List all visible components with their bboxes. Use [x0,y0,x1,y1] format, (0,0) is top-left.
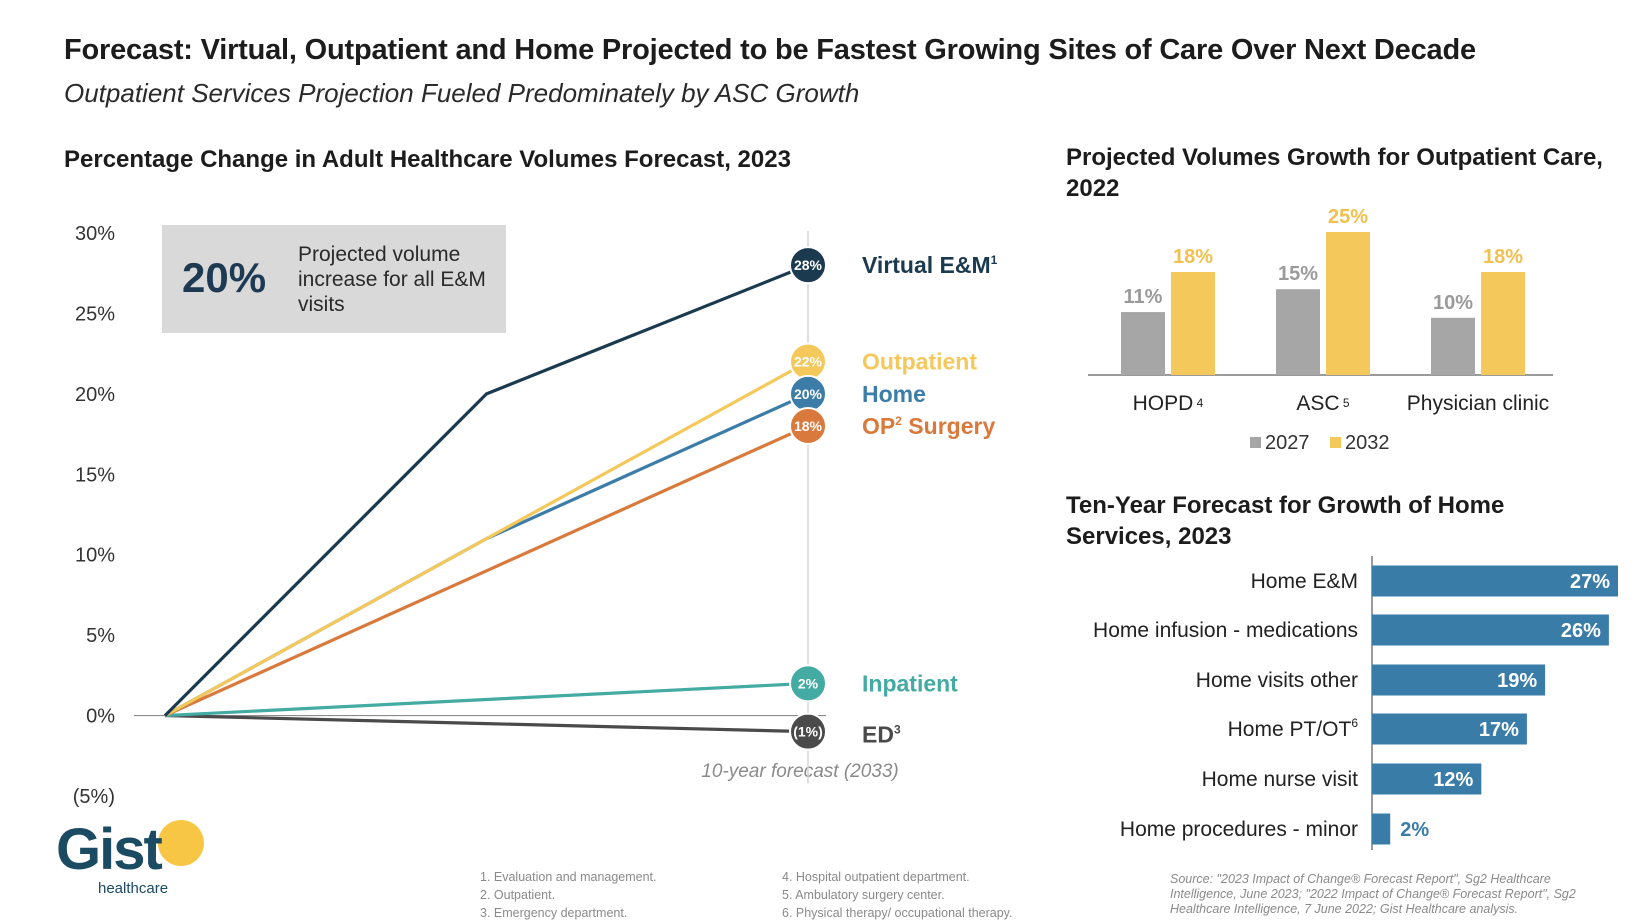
end-point-marker [789,664,827,703]
hbar-category-label: Home procedures - minor [1120,818,1358,841]
y-tick-label: 0% [86,706,115,728]
hbar [1372,614,1609,646]
end-point-label: 20% [794,386,823,402]
hbar [1372,664,1546,696]
page-title: Forecast: Virtual, Outpatient and Home P… [64,34,1476,66]
hbar [1372,713,1527,745]
hbar-category-label: Home nurse visit [1202,768,1359,791]
end-point-marker [789,246,827,285]
series-line-outpatient [164,360,809,717]
hbar [1372,813,1391,845]
series-line-op-surgery [164,424,809,718]
hbar-value-label: 19% [1497,670,1537,692]
legend-swatch [1330,437,1341,448]
legend-swatch [1250,437,1261,448]
footnote: 2. Outpatient. [480,888,556,902]
end-point-label: 28% [794,257,823,273]
y-tick-label: 15% [75,464,115,486]
bar-value-label: 18% [1173,246,1213,268]
callout-text: Projected volume increase for all E&M vi… [298,243,486,316]
hbar [1372,763,1482,795]
series-label: Inpatient [862,670,958,696]
callout-value: 20% [182,254,267,301]
footnote: 6. Physical therapy/ occupational therap… [782,906,1013,920]
page-subtitle: Outpatient Services Projection Fueled Pr… [64,78,860,108]
end-point-label: (1%) [793,724,823,740]
logo-wordmark: Gist [56,817,163,882]
series-label: Virtual E&M1 [862,252,998,278]
end-point-label: 18% [794,418,823,434]
bar-value-label: 11% [1124,286,1163,308]
bar-category-label: HOPD 4 [1133,392,1204,415]
series-line-home [164,392,809,717]
bar-value-label: 25% [1328,206,1368,228]
home-chart-title: Ten-Year Forecast for Growth of Home Ser… [1066,492,1505,550]
series-label: Outpatient [862,349,977,375]
y-tick-label: 5% [86,625,115,647]
bar-value-label: 15% [1278,263,1318,285]
y-tick-label: 30% [75,223,115,245]
bar-value-label: 18% [1483,246,1523,268]
hbar-value-label: 2% [1400,819,1429,841]
hbar [1372,565,1618,597]
bar-category-label: Physician clinic [1407,392,1549,415]
footnote: 4. Hospital outpatient department. [782,870,970,884]
outpatient-chart-title: Projected Volumes Growth for Outpatient … [1066,144,1603,202]
hbar-value-label: 27% [1570,571,1610,593]
hbar-value-label: 26% [1561,620,1601,642]
y-tick-label: (5%) [73,786,115,808]
bar-2032 [1481,272,1525,375]
hbar-category-label: Home infusion - medications [1093,619,1358,642]
bar-2027 [1121,312,1165,375]
legend-label: 2032 [1345,432,1390,454]
footnotes-column-2: 4. Hospital outpatient department. 5. Am… [782,868,1012,922]
end-point-label: 2% [798,675,819,691]
hbar-category-label: Home E&M [1251,570,1358,593]
series-line-virtual-e-m [163,263,809,717]
bar-2032 [1171,272,1215,375]
series-label: OP2 Surgery [862,413,995,439]
bar-category-label: ASC 5 [1296,392,1350,415]
hbar-category-label: Home PT/OT6 [1228,716,1359,741]
bar-2032 [1326,232,1370,375]
line-chart-title: Percentage Change in Adult Healthcare Vo… [64,146,791,173]
logo-sun-icon [158,820,204,866]
end-point-label: 22% [794,354,823,370]
end-point-marker [789,712,827,751]
series-label: Home [862,381,926,407]
bar-2027 [1431,317,1475,375]
legend-label: 2027 [1265,432,1310,454]
footnote: 1. Evaluation and management. [480,870,657,884]
footnotes-column-1: 1. Evaluation and management. 2. Outpati… [480,868,657,922]
source-note: Source: "2023 Impact of Change® Forecast… [1170,872,1576,916]
y-tick-label: 10% [75,545,115,567]
forecast-axis-label: 10-year forecast (2033) [701,761,899,782]
callout-box [162,225,506,333]
hbar-category-label: Home visits other [1196,669,1358,692]
hbar-value-label: 17% [1479,719,1519,741]
logo-subtitle: healthcare [98,880,169,897]
bar-2027 [1276,289,1320,375]
footnote: 5. Ambulatory surgery center. [782,888,945,902]
series-line-ed [164,713,809,734]
y-tick-label: 25% [75,303,115,325]
y-tick-label: 20% [75,384,115,406]
end-point-marker [789,407,827,446]
series-label: ED3 [862,722,901,748]
hbar-value-label: 12% [1433,769,1473,791]
footnote: 3. Emergency department. [480,906,628,920]
series-line-inpatient [164,681,809,718]
bar-value-label: 10% [1433,292,1473,314]
